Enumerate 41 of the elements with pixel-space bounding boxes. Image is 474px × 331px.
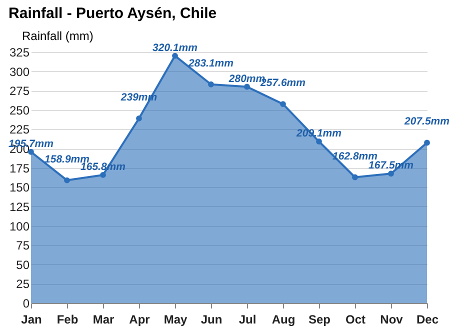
point bbox=[424, 140, 430, 146]
x-tick-label: Jan bbox=[21, 312, 42, 326]
text: Rainfall (mm) bbox=[22, 29, 94, 43]
point bbox=[100, 172, 106, 178]
data-label: 320.1mm bbox=[152, 42, 198, 54]
data-label: 207.5mm bbox=[404, 116, 450, 128]
x-tick-label: Aug bbox=[272, 312, 296, 326]
x-tick-label: Dec bbox=[416, 312, 439, 326]
y-tick-label: 0 bbox=[22, 296, 30, 310]
point bbox=[280, 101, 286, 108]
y-tick-label: 275 bbox=[9, 84, 30, 98]
point bbox=[352, 174, 358, 180]
x-tick-label: Sep bbox=[308, 312, 331, 326]
y-tick-label: 25 bbox=[16, 277, 30, 292]
x-tick-label: Jul bbox=[238, 312, 256, 326]
y-tick-label: 75 bbox=[16, 238, 30, 253]
x-tick-label: May bbox=[164, 312, 188, 326]
y-tick-label: 50 bbox=[16, 258, 30, 272]
y-tick-label: 225 bbox=[9, 122, 30, 137]
y-tick-label: 325 bbox=[9, 46, 30, 60]
x-tick-label: Mar bbox=[92, 312, 114, 326]
x-tick-label: Oct bbox=[345, 312, 366, 326]
x-tick-label: Feb bbox=[56, 312, 78, 326]
point bbox=[316, 138, 322, 144]
point bbox=[208, 81, 214, 88]
data-label: 283.1mm bbox=[188, 57, 234, 70]
y-tick-label: 125 bbox=[9, 200, 30, 214]
y-tick-label: 100 bbox=[9, 219, 30, 234]
y-tick-label: 300 bbox=[9, 64, 30, 79]
y-tick-label: 150 bbox=[9, 180, 30, 195]
x-tick-label: Nov bbox=[380, 312, 404, 326]
point bbox=[172, 52, 178, 59]
point bbox=[244, 84, 250, 90]
point bbox=[136, 115, 142, 122]
point bbox=[64, 177, 70, 184]
chart-title: Rainfall - Puerto Aysén, Chile bbox=[8, 4, 217, 22]
x-tick-label: Jun bbox=[200, 312, 222, 326]
point bbox=[388, 170, 394, 177]
y-tick-label: 175 bbox=[9, 161, 30, 176]
y-tick-label: 250 bbox=[9, 103, 30, 118]
x-tick-label: Apr bbox=[129, 312, 150, 326]
